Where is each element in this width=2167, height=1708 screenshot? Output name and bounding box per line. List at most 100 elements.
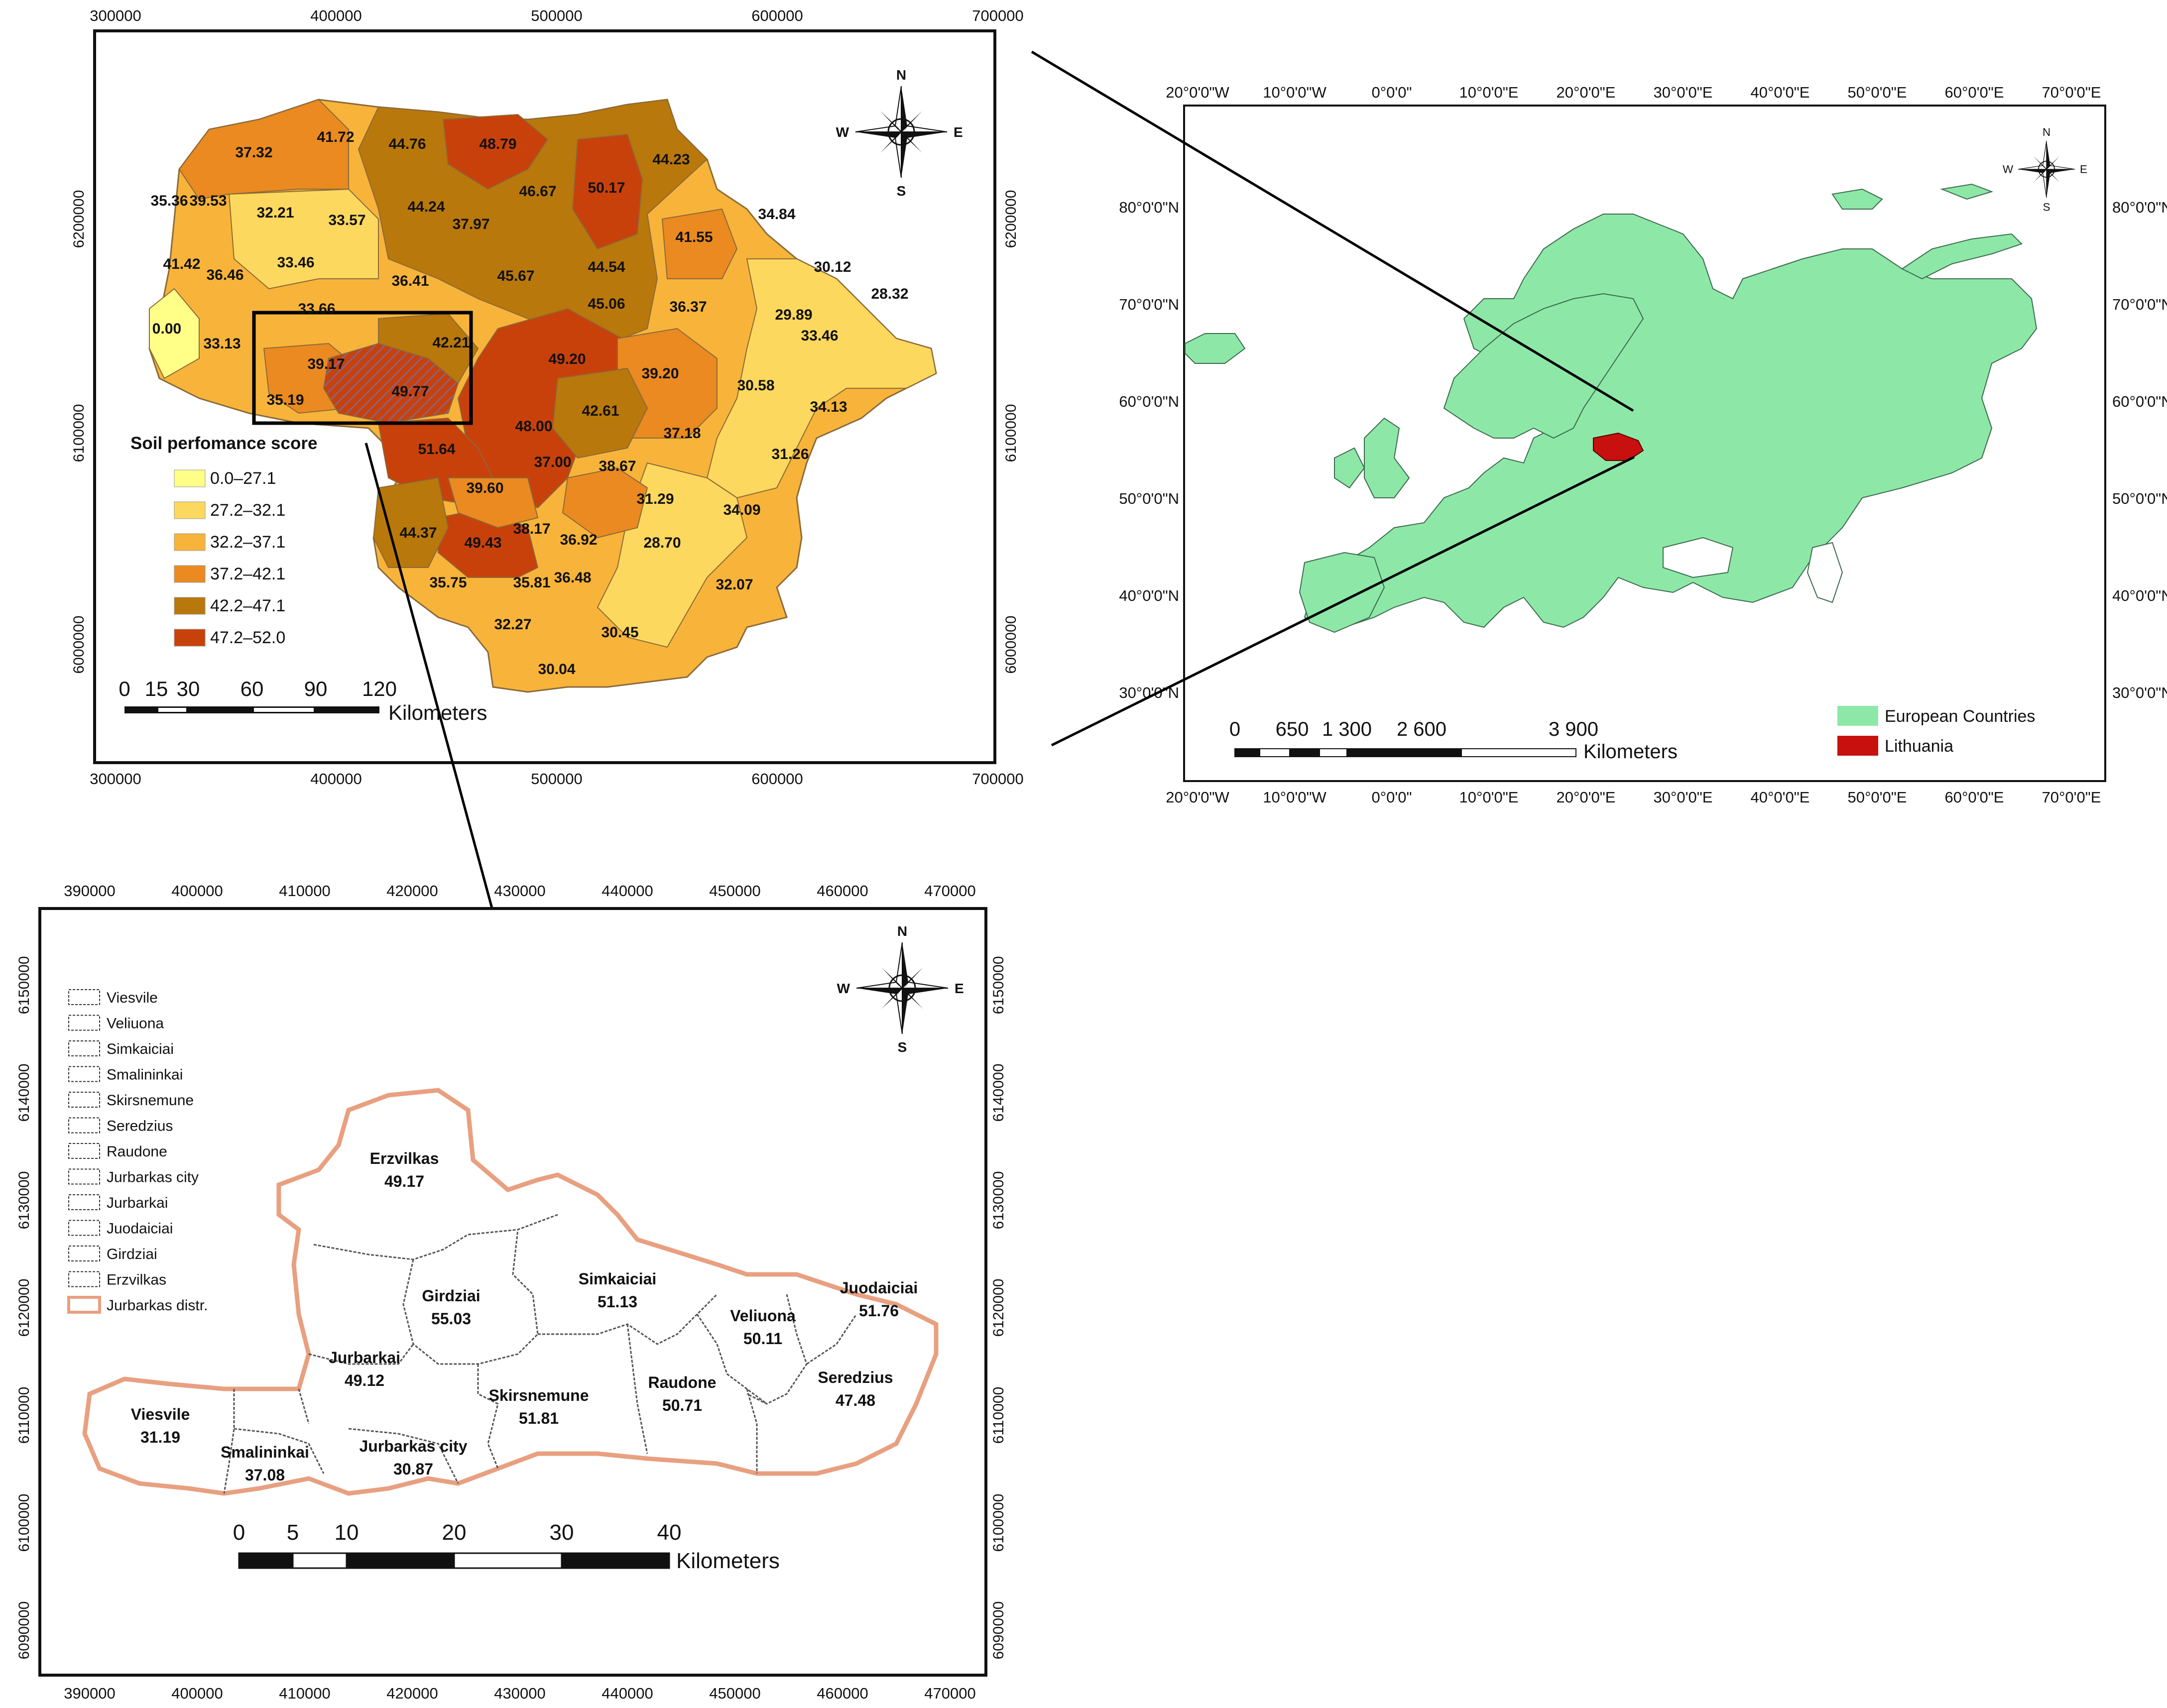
score-label: 32.21 [256,205,294,221]
score-label: 36.48 [554,569,591,586]
legend-label: Erzvilkas [107,1272,166,1288]
scalebar-segment [1234,748,1260,757]
north-label: N [897,923,907,939]
score-label: 49.20 [548,351,586,367]
legend-label: Raudone [107,1143,167,1160]
y-tick-label: 6000000 [71,616,87,674]
x-tick-label: 470000 [924,882,975,900]
region-sw-brown [372,477,449,568]
compass-rose-icon: N S E W [837,923,964,1055]
north-label: N [2043,126,2050,138]
x-tick-label: 390000 [64,882,115,900]
score-label: 30.12 [814,259,851,275]
score-label: 30.58 [737,377,774,394]
score-label: 41.42 [163,256,200,272]
legend-swatch [174,533,206,551]
region-east-yellow [706,258,937,499]
legend-label: Smalininkai [107,1067,183,1083]
score-label: 35.81 [513,574,550,591]
x-tick-label: 70°0'0"E [2042,789,2101,806]
scalebar-unit: Kilometers [1583,741,1678,763]
score-label: 39.17 [307,356,345,372]
region-central-red [457,308,623,509]
scalebar-label: 2 600 [1397,718,1446,740]
iceland [1185,333,1246,364]
score-label: 29.89 [775,307,812,323]
score-label: 36.92 [560,532,597,548]
score-label: 35.19 [266,392,304,408]
score-label: 39.53 [189,193,227,209]
district-score: 49.17 [384,1172,424,1190]
legend-swatch [68,1246,100,1261]
scandinavia [1443,293,1644,439]
svalbard [1831,188,1883,210]
x-tick-label: 430000 [494,1685,545,1702]
y-tick-label: 6150000 [16,956,32,1015]
legend-label: Juodaiciai [107,1221,173,1237]
district-name: Simkaiciai [579,1270,657,1288]
district-name: Skirsnemune [489,1386,589,1404]
scalebar-segment [1289,748,1320,757]
district-name: Juodaiciai [840,1279,918,1297]
jurbarkas-x-ticks-bottom: 390000 400000 410000 420000 430000 440000 4500… [64,1685,975,1702]
district-name: Seredzius [818,1368,893,1386]
district-score: 55.03 [431,1310,471,1328]
score-label: 44.54 [588,259,625,275]
legend-swatch [174,629,206,647]
inset-extent-box [252,311,473,425]
x-tick-label: 400000 [171,1685,223,1702]
jurbarkas-legend: Viesvile Veliuona Simkaiciai Smalininkai Ski… [67,989,208,1314]
legend-label: 47.2–52.0 [210,628,285,647]
lithuania-x-ticks-top: 300000 400000 500000 600000 700000 [90,7,1023,24]
scalebar-label: 15 [145,677,168,700]
score-label: 39.20 [641,365,679,382]
scalebar-label: 10 [335,1520,359,1545]
east-label: E [2080,163,2087,175]
district-score: 50.11 [743,1330,782,1348]
district-name: Jurbarkai [329,1349,400,1366]
legend-swatch [68,1092,100,1108]
scalebar-label: 5 [287,1520,299,1545]
x-tick-label: 500000 [531,770,582,788]
legend-swatch [68,989,100,1005]
district-name: Raudone [648,1373,717,1391]
legend-label: 37.2–42.1 [210,565,285,583]
score-label: 49.77 [391,383,429,400]
x-tick-label: 40°0'0"E [1751,84,1810,101]
legend-label: 27.2–32.1 [210,501,285,520]
region-south-orange [562,467,648,539]
score-label: 38.17 [513,521,550,537]
scalebar-label: 60 [241,677,264,700]
score-label: 44.76 [388,136,426,152]
legend-label: Seredzius [107,1118,173,1135]
europe-y-ticks-right: 80°0'0"N 70°0'0"N 60°0'0"N 50°0'0"N 40°0'0"N… [2112,199,2167,701]
legend-label: European Countries [1885,707,2035,726]
score-label: 38.67 [599,458,636,474]
y-tick-label: 6120000 [990,1279,1007,1337]
district-borders [223,1214,857,1494]
x-tick-label: 470000 [924,1685,975,1702]
jurbarkas-x-ticks-top: 390000 400000 410000 420000 430000 440000 4500… [64,882,975,900]
legend-swatch [1837,706,1878,726]
legend-label: Skirsnemune [107,1092,194,1109]
y-tick-label: 6100000 [71,404,87,462]
x-tick-label: 460000 [817,1685,868,1702]
x-tick-label: 390000 [64,1685,115,1702]
y-tick-label: 6130000 [16,1171,32,1230]
legend-label: Girdziai [107,1246,157,1262]
legend-label: 32.2–37.1 [210,533,285,552]
score-label: 34.09 [723,502,760,518]
scalebar-segment [453,1552,563,1569]
region-central-brown-2 [552,367,648,459]
district-score: 47.48 [836,1391,875,1409]
score-label: 28.70 [643,535,681,551]
score-label: 44.24 [407,199,445,215]
lithuania-map-panel: 300000 400000 500000 600000 700000 300000 400… [71,7,1024,788]
scalebar-label: 0 [233,1520,245,1545]
y-tick-label: 6100000 [990,1494,1007,1552]
lithuania-y-ticks-left: 6000000 6100000 6200000 [71,190,87,674]
legend-label: 42.2–47.1 [210,596,285,615]
x-tick-label: 40°0'0"E [1751,789,1810,806]
score-label: 33.57 [328,212,365,228]
jurbarkas-district-outline [82,1088,939,1496]
